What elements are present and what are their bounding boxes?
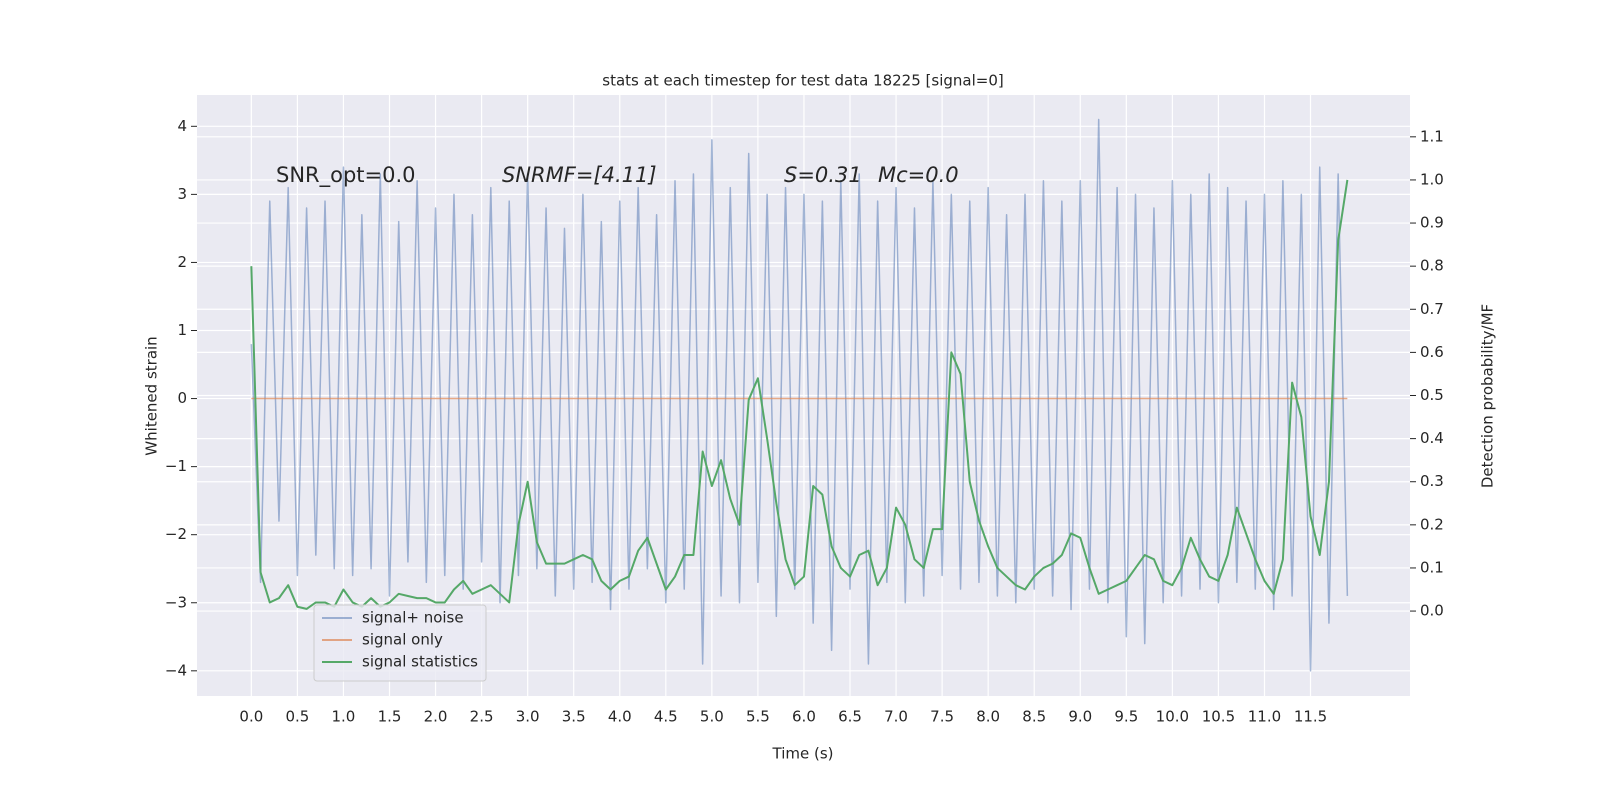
annotation: SNRMF=[4.11] (502, 163, 657, 187)
legend-label: signal only (362, 631, 443, 649)
y2-tick-label: 0.5 (1420, 386, 1444, 404)
x-tick-label: 0.5 (285, 708, 309, 726)
legend-label: signal statistics (362, 653, 478, 671)
chart-title: stats at each timestep for test data 182… (602, 72, 1003, 90)
legend: signal+ noise signal only signal statistic… (313, 604, 487, 682)
x-tick-label: 3.5 (562, 708, 586, 726)
y2-tick-label: 0.3 (1420, 472, 1444, 490)
y-tick-label: −2 (165, 525, 187, 543)
x-tick-label: 6.0 (792, 708, 816, 726)
x-tick-label: 4.0 (608, 708, 632, 726)
x-tick-label: 2.0 (424, 708, 448, 726)
annotation: Mc=0.0 (878, 163, 959, 187)
x-tick-label: 9.5 (1114, 708, 1138, 726)
y2-tick-label: 1.0 (1420, 170, 1444, 188)
y-tick-label: −1 (165, 457, 187, 475)
annotation: SNR_opt=0.0 (276, 163, 416, 188)
x-axis-label: Time (s) (772, 745, 834, 763)
y-tick-label: −3 (165, 593, 187, 611)
x-tick-label: 7.0 (884, 708, 908, 726)
x-tick-label: 5.5 (746, 708, 770, 726)
y2-tick-label: 0.9 (1420, 214, 1444, 232)
y2-tick-label: 0.4 (1420, 429, 1444, 447)
series-line (250, 179, 1349, 610)
x-tick-label: 1.5 (378, 708, 402, 726)
y-axis-label: Whitened strain (143, 336, 161, 455)
annotation: S=0.31 (784, 163, 862, 187)
y-tick-label: 3 (177, 185, 187, 203)
legend-box (313, 604, 487, 682)
x-tick-label: 5.0 (700, 708, 724, 726)
y-tick-label: −4 (165, 661, 187, 679)
x-tick-label: 8.5 (1022, 708, 1046, 726)
y2-tick-label: 0.1 (1420, 558, 1444, 576)
x-tick-label: 7.5 (930, 708, 954, 726)
x-tick-label: 2.5 (470, 708, 494, 726)
x-tick-label: 1.0 (332, 708, 356, 726)
x-tick-label: 8.0 (976, 708, 1000, 726)
x-tick-label: 9.0 (1068, 708, 1092, 726)
y2-axis-label: Detection probability/MF (1479, 304, 1497, 488)
x-tick-label: 10.0 (1156, 708, 1189, 726)
x-tick-label: 11.5 (1294, 708, 1327, 726)
y2-tick-label: 0.8 (1420, 257, 1444, 275)
x-tick-label: 10.5 (1202, 708, 1235, 726)
y2-tick-label: 0.0 (1420, 602, 1444, 620)
series-line (250, 118, 1349, 672)
x-tick-label: 11.0 (1248, 708, 1281, 726)
y2-tick-label: 1.1 (1420, 127, 1444, 145)
y-tick-label: 4 (177, 117, 187, 135)
x-tick-label: 3.0 (516, 708, 540, 726)
y2-tick-label: 0.6 (1420, 343, 1444, 361)
x-tick-label: 0.0 (239, 708, 263, 726)
y2-tick-label: 0.7 (1420, 300, 1444, 318)
legend-label: signal+ noise (362, 609, 464, 627)
x-tick-label: 4.5 (654, 708, 678, 726)
y2-tick-label: 0.2 (1420, 515, 1444, 533)
y-tick-label: 0 (177, 389, 187, 407)
y-tick-label: 1 (177, 321, 187, 339)
y-tick-label: 2 (177, 253, 187, 271)
x-tick-label: 6.5 (838, 708, 862, 726)
